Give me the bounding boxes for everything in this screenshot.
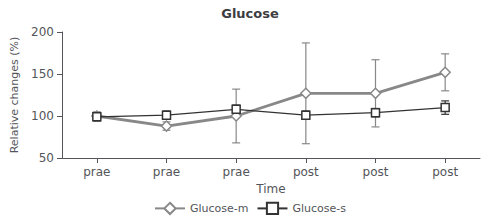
svg-text:200: 200 [31,25,54,39]
svg-text:Time: Time [255,182,285,196]
svg-text:Glucose-m: Glucose-m [190,202,249,215]
svg-text:50: 50 [39,151,54,165]
svg-text:post: post [363,165,389,179]
svg-text:post: post [293,165,319,179]
svg-text:Glucose: Glucose [221,6,279,21]
svg-text:post: post [432,165,458,179]
svg-text:100: 100 [31,109,54,123]
svg-text:Relative changes (%): Relative changes (%) [8,37,21,154]
svg-text:Glucose-s: Glucose-s [292,202,346,215]
svg-text:prae: prae [83,165,110,179]
svg-text:150: 150 [31,67,54,81]
svg-text:prae: prae [223,165,250,179]
svg-text:prae: prae [153,165,180,179]
